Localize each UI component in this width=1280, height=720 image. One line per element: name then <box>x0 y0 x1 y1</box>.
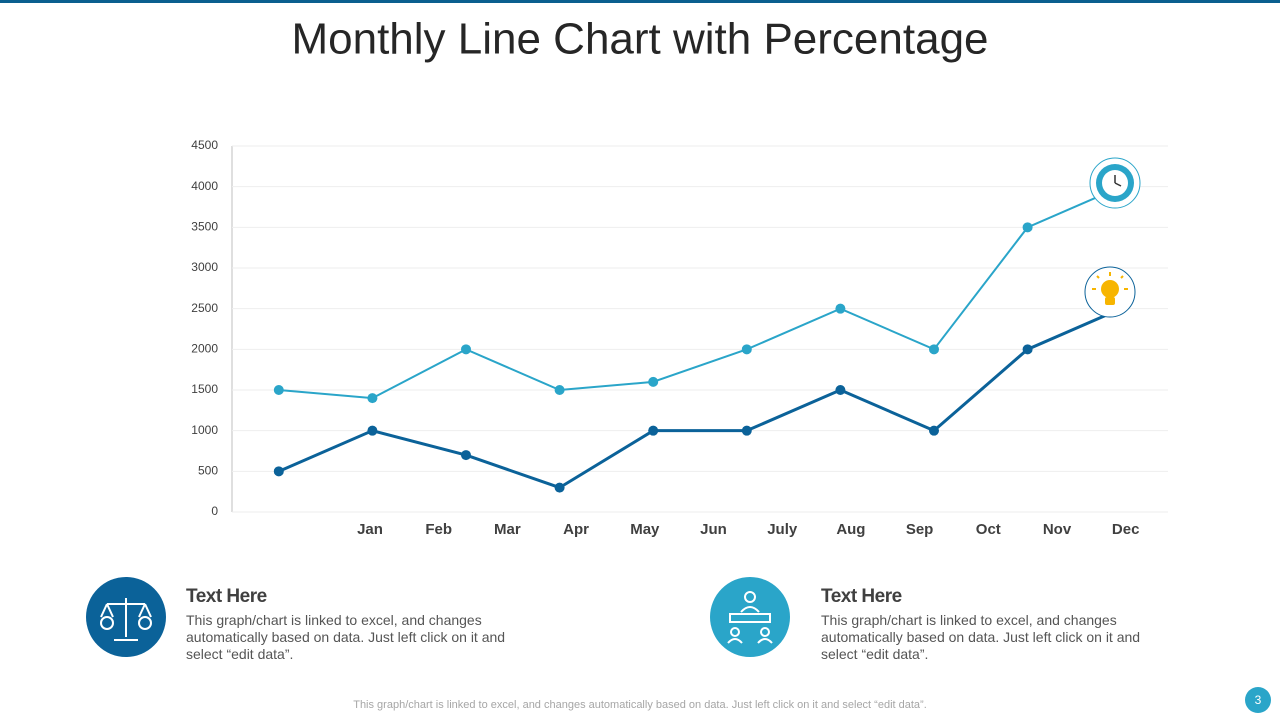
y-tick-label: 1500 <box>191 382 218 396</box>
point <box>461 344 471 355</box>
point <box>929 344 939 355</box>
block-body: This graph/chart is linked to excel, and… <box>821 612 1141 662</box>
top-border <box>0 0 1280 3</box>
series-line <box>278 307 1122 490</box>
scale-icon <box>86 577 166 657</box>
page-number: 3 <box>1255 693 1262 707</box>
block-body: This graph/chart is linked to excel, and… <box>186 612 506 662</box>
point <box>273 466 284 477</box>
month-label: Jun <box>700 521 727 538</box>
point <box>273 385 284 395</box>
point <box>367 393 378 404</box>
y-tick-label: 2000 <box>191 342 218 356</box>
month-label: Apr <box>563 521 589 538</box>
month-label: Dec <box>1112 521 1140 538</box>
point <box>741 344 752 355</box>
chart-title: Monthly Line Chart with Percentage <box>291 15 988 64</box>
point <box>1022 344 1033 355</box>
month-label: Feb <box>425 521 452 538</box>
point <box>554 385 565 395</box>
point <box>367 425 378 436</box>
footer-note: This graph/chart is linked to excel, and… <box>353 699 927 711</box>
point <box>835 385 846 395</box>
bulb-icon <box>1084 266 1136 318</box>
month-label: Jan <box>357 521 383 538</box>
block-heading: Text Here <box>186 586 267 607</box>
block-heading: Text Here <box>821 586 902 607</box>
y-tick-label: 1000 <box>191 423 218 437</box>
y-tick-label: 0 <box>211 504 218 518</box>
month-label: Sep <box>906 521 934 538</box>
month-label: Mar <box>494 521 521 538</box>
point <box>1022 222 1033 233</box>
point <box>648 425 659 436</box>
month-label: May <box>630 521 660 538</box>
clock-icon <box>1089 157 1141 209</box>
point <box>929 425 939 436</box>
point <box>648 376 659 387</box>
month-label: Nov <box>1043 521 1072 538</box>
series-line <box>278 185 1122 400</box>
month-label: July <box>767 521 798 538</box>
y-tick-label: 4000 <box>191 179 218 193</box>
text-block: Text Here This graph/chart is linked to … <box>186 586 536 663</box>
y-tick-label: 3000 <box>191 260 218 274</box>
plot: 0 500 1000 1500 2000 2500 3000 3500 4000 4500 Jan F… <box>191 138 1168 538</box>
month-label: Oct <box>976 521 1001 538</box>
y-tick-label: 500 <box>198 464 218 478</box>
y-tick-label: 3500 <box>191 220 218 234</box>
text-block: Text Here This graph/chart is linked to … <box>821 586 1171 663</box>
point <box>554 482 565 493</box>
meeting-icon <box>710 577 790 657</box>
y-tick-label: 4500 <box>191 138 218 152</box>
y-tick-label: 2500 <box>191 301 218 315</box>
point <box>461 450 471 461</box>
month-label: Aug <box>836 521 865 538</box>
page-badge <box>1245 687 1271 713</box>
point <box>835 303 846 314</box>
point <box>741 425 752 436</box>
